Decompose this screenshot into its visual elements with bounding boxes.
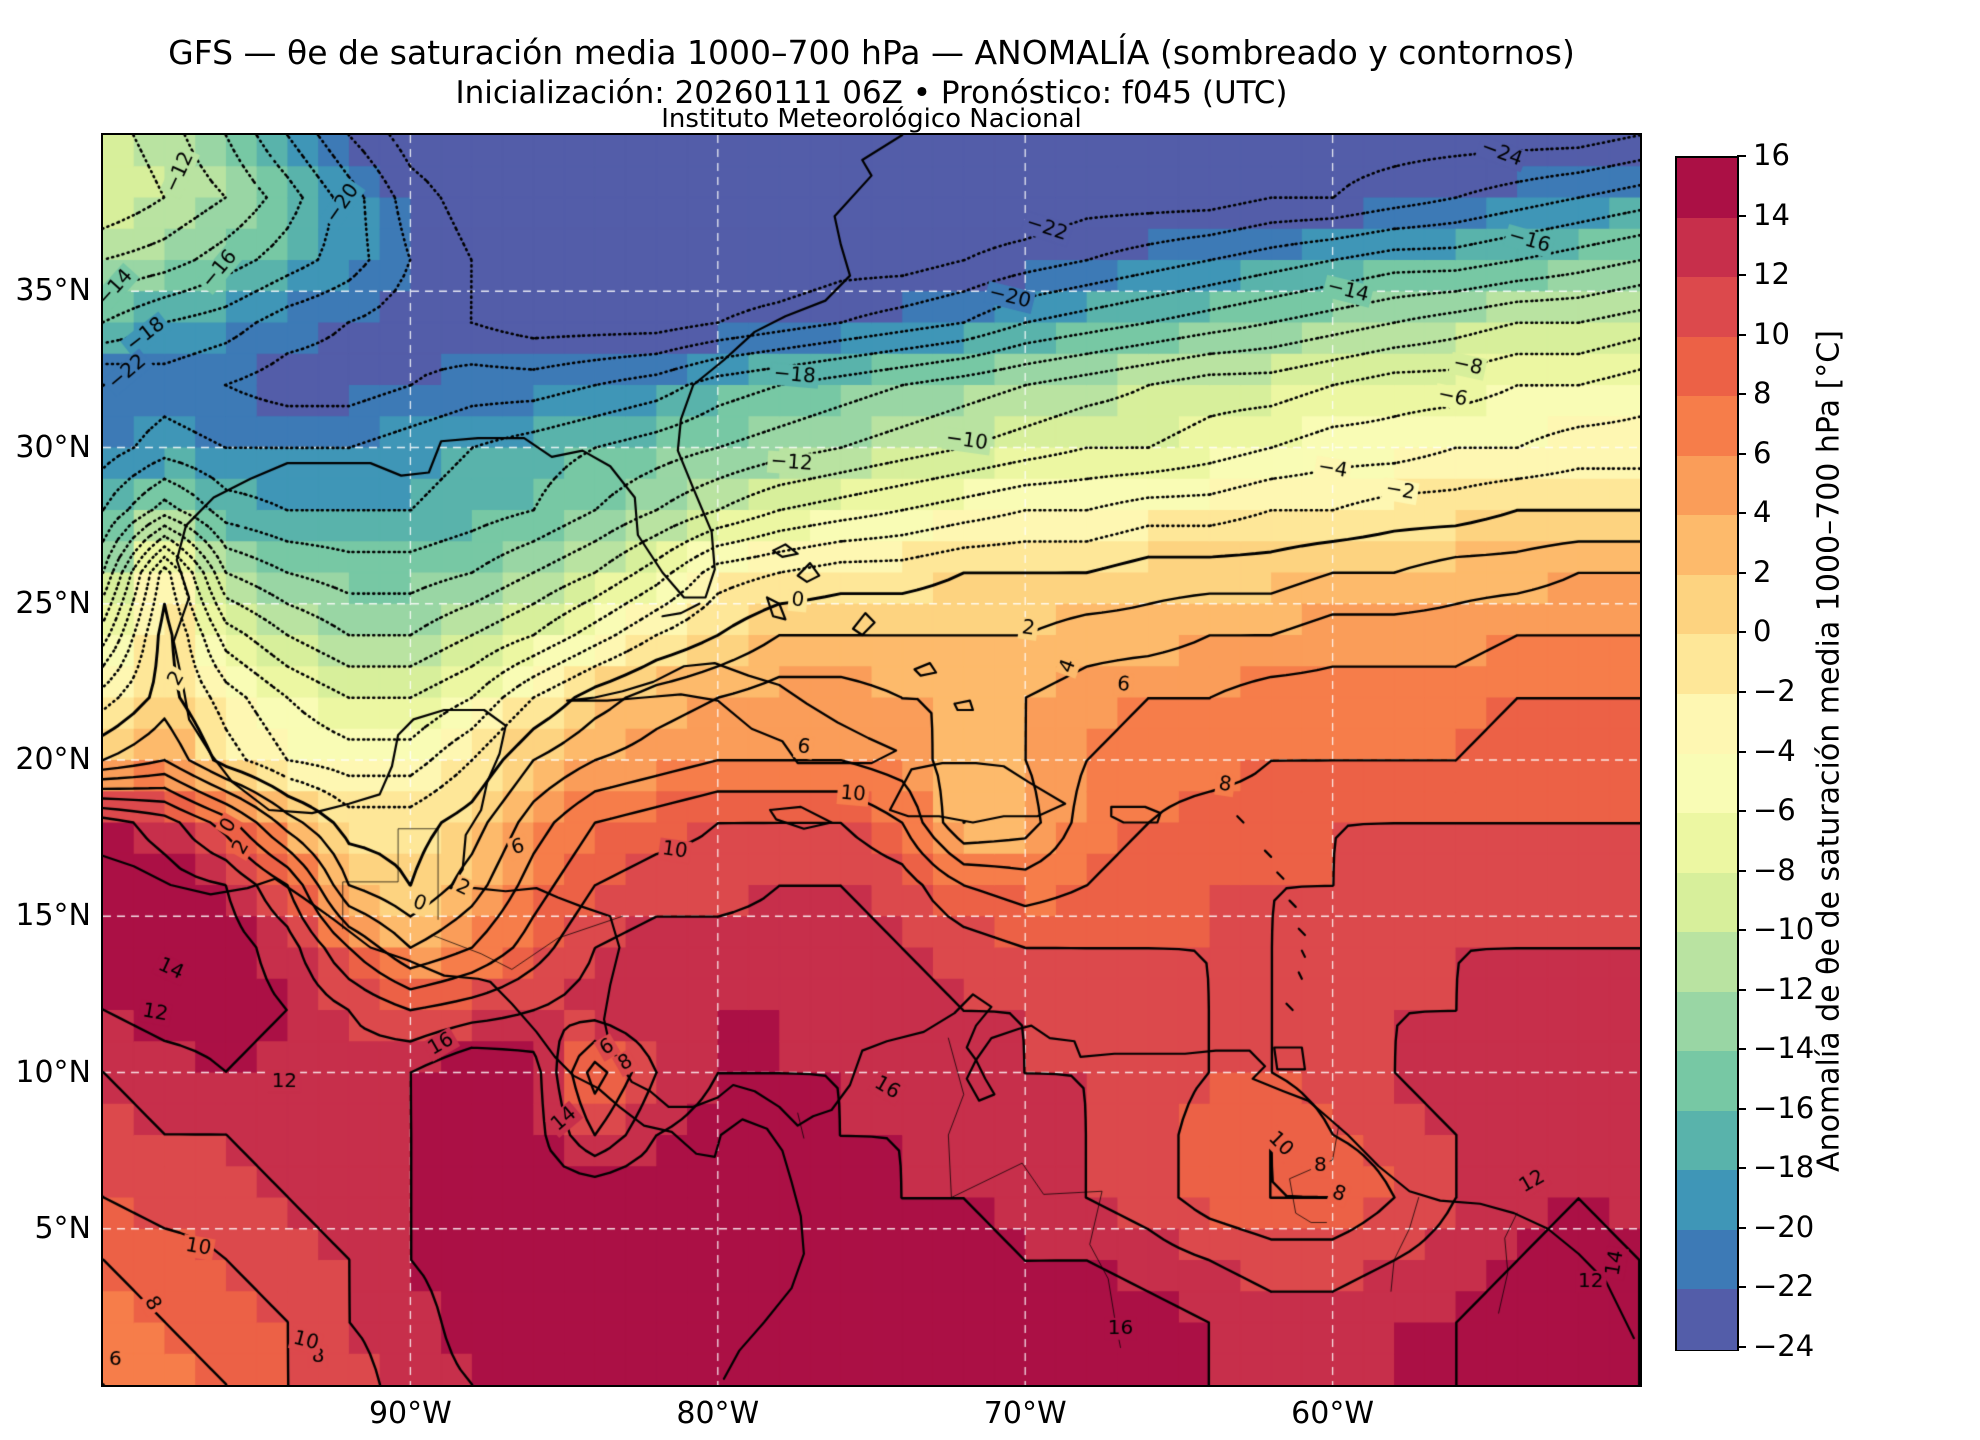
chart-subtitle: Inicialización: 20260111 06Z • Pronóstic… xyxy=(455,75,1288,111)
colorbar-segment xyxy=(1677,217,1737,278)
colorbar-segment xyxy=(1677,1110,1737,1171)
colorbar-tick-mark xyxy=(1737,333,1746,336)
colorbar-segment xyxy=(1677,991,1737,1052)
y-tick-label: 25°N xyxy=(15,585,91,621)
colorbar-tick-mark xyxy=(1737,988,1746,991)
y-tick-label: 15°N xyxy=(15,898,91,934)
colorbar-tick-label: −2 xyxy=(1753,673,1796,708)
colorbar-segment xyxy=(1677,872,1737,933)
colorbar-tick-label: 2 xyxy=(1753,554,1772,589)
colorbar-tick-label: −14 xyxy=(1753,1031,1815,1066)
colorbar-tick-mark xyxy=(1737,750,1746,753)
colorbar-tick-label: −24 xyxy=(1753,1329,1815,1363)
colorbar-tick-mark xyxy=(1737,929,1746,932)
colorbar-tick-mark xyxy=(1737,393,1746,396)
colorbar-segment xyxy=(1677,932,1737,993)
colorbar-tick-mark xyxy=(1737,690,1746,693)
colorbar-tick-label: −6 xyxy=(1753,793,1796,828)
colorbar-tick-label: 10 xyxy=(1753,316,1790,351)
colorbar-segment xyxy=(1677,336,1737,397)
colorbar-tick-label: 0 xyxy=(1753,614,1772,649)
colorbar-segment xyxy=(1677,1289,1737,1350)
colorbar-tick-mark xyxy=(1737,1107,1746,1110)
y-tick-label: 35°N xyxy=(15,273,91,309)
x-tick-label: 60°W xyxy=(1291,1396,1375,1431)
colorbar-segment xyxy=(1677,396,1737,457)
chart-institution: Instituto Meteorológico Nacional xyxy=(661,104,1082,134)
colorbar-tick-label: −8 xyxy=(1753,852,1796,887)
x-tick-label: 90°W xyxy=(368,1396,452,1431)
colorbar-tick-mark xyxy=(1737,810,1746,813)
colorbar-tick-label: 4 xyxy=(1753,495,1772,530)
colorbar-label: Anomalía de θe de saturación media 1000–… xyxy=(1811,330,1847,1172)
chart-title: GFS — θe de saturación media 1000–700 hP… xyxy=(168,33,1575,72)
x-tick-label: 70°W xyxy=(983,1396,1067,1431)
colorbar-tick-label: −18 xyxy=(1753,1150,1815,1185)
colorbar-segment xyxy=(1677,693,1737,755)
y-tick-label: 20°N xyxy=(15,742,91,777)
colorbar-tick-label: 12 xyxy=(1753,257,1790,292)
colorbar-segment xyxy=(1677,1229,1737,1291)
colorbar-tick-mark xyxy=(1737,1226,1746,1229)
map-plot-canvas xyxy=(101,133,1642,1387)
colorbar-tick-label: 8 xyxy=(1753,376,1772,411)
colorbar-tick-label: −10 xyxy=(1753,912,1815,947)
colorbar-segment xyxy=(1677,574,1737,635)
colorbar-tick-mark xyxy=(1737,1346,1746,1348)
colorbar-tick-label: 16 xyxy=(1753,138,1790,172)
colorbar-segment xyxy=(1677,753,1737,814)
colorbar-tick-mark xyxy=(1737,155,1746,157)
colorbar-tick-label: −12 xyxy=(1753,971,1815,1006)
colorbar-tick-label: 14 xyxy=(1753,197,1790,232)
colorbar-tick-label: 6 xyxy=(1753,435,1772,470)
colorbar-tick-mark xyxy=(1737,571,1746,574)
colorbar-tick-mark xyxy=(1737,274,1746,277)
x-tick-label: 80°W xyxy=(676,1396,760,1431)
colorbar-tick-mark xyxy=(1737,1286,1746,1289)
colorbar-segment xyxy=(1677,158,1737,219)
colorbar-segment xyxy=(1677,634,1737,695)
colorbar xyxy=(1675,156,1739,1351)
colorbar-tick-mark xyxy=(1737,869,1746,872)
colorbar-segment xyxy=(1677,1170,1737,1231)
y-tick-label: 5°N xyxy=(34,1210,91,1246)
colorbar-tick-label: −20 xyxy=(1753,1209,1815,1244)
y-tick-label: 30°N xyxy=(15,429,91,465)
colorbar-tick-label: −22 xyxy=(1753,1269,1815,1304)
y-tick-label: 10°N xyxy=(15,1054,91,1090)
colorbar-segment xyxy=(1677,277,1737,338)
colorbar-tick-mark xyxy=(1737,512,1746,515)
colorbar-tick-label: −4 xyxy=(1753,733,1796,768)
colorbar-segment xyxy=(1677,813,1737,874)
colorbar-tick-mark xyxy=(1737,452,1746,455)
colorbar-tick-mark xyxy=(1737,631,1746,634)
colorbar-tick-mark xyxy=(1737,214,1746,217)
colorbar-tick-label: −16 xyxy=(1753,1090,1815,1125)
colorbar-segment xyxy=(1677,455,1737,516)
colorbar-segment xyxy=(1677,1051,1737,1112)
colorbar-segment xyxy=(1677,515,1737,576)
colorbar-tick-mark xyxy=(1737,1167,1746,1170)
colorbar-tick-mark xyxy=(1737,1048,1746,1051)
